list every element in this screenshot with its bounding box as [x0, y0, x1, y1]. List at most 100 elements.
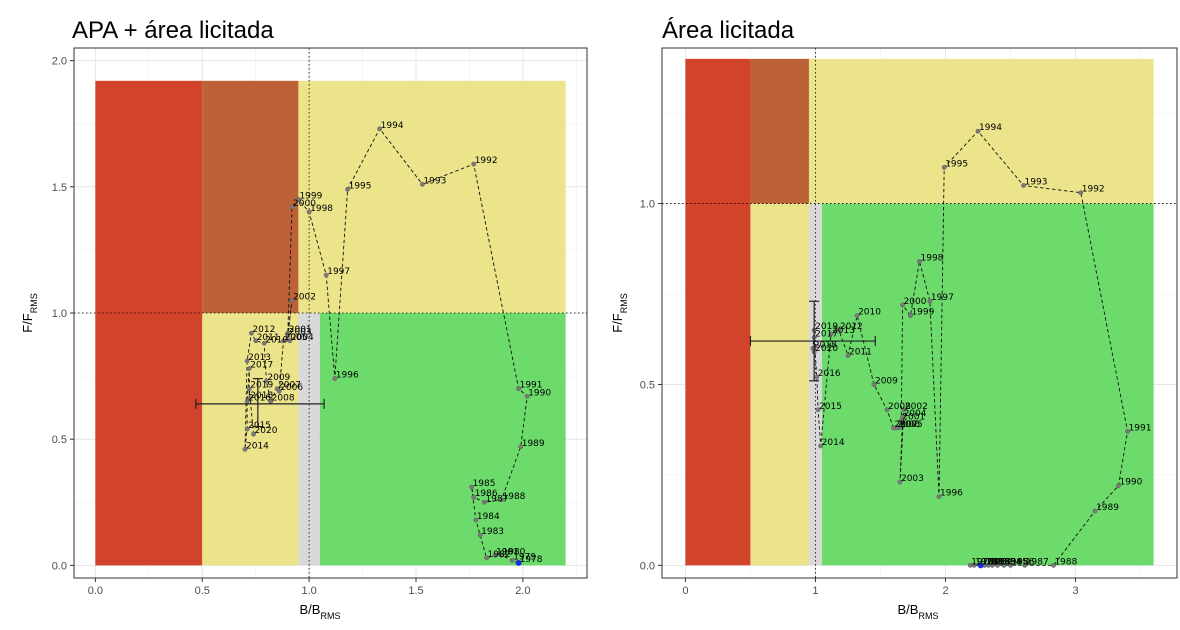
x-tick-label: 2.0: [515, 585, 530, 597]
year-label: 2009: [267, 373, 290, 383]
year-label: 2006: [897, 420, 920, 430]
axis-ticks: 0 1 2 3 0.0 0.5 1.0: [640, 199, 1079, 597]
year-label: 2011: [849, 348, 872, 358]
data-point: [471, 494, 477, 500]
year-label: 2013: [832, 326, 855, 336]
year-label: 2020: [815, 344, 838, 354]
x-axis-title: B/BRMS: [300, 602, 341, 621]
data-point: [995, 562, 1000, 568]
year-label: 1982: [989, 557, 1012, 567]
data-point: [897, 479, 903, 485]
data-point: [828, 331, 834, 337]
data-point: [1092, 508, 1098, 514]
year-label: 2011: [257, 333, 280, 343]
data-point: [287, 338, 293, 344]
data-point: [246, 366, 252, 371]
data-point: [845, 353, 851, 358]
data-point: [289, 204, 295, 210]
data-point: [854, 313, 860, 319]
data-point: [261, 340, 267, 346]
year-label: 2017: [815, 329, 838, 339]
data-point: [836, 327, 842, 333]
year-label: 2004: [291, 333, 314, 343]
year-label: 1996: [940, 489, 963, 499]
zone-rect: [821, 203, 1154, 566]
start-point-marker: [977, 562, 984, 569]
y-axis-title: F/FRMS: [20, 293, 39, 333]
zone-rect: [750, 58, 809, 204]
data-point: [244, 358, 250, 364]
year-label: 2020: [255, 426, 278, 436]
year-label: 1980: [503, 547, 526, 557]
zone-rect: [750, 203, 809, 566]
y-tick-label: 1.5: [52, 182, 67, 194]
year-label: 2002: [293, 292, 316, 302]
year-label: 2015: [819, 402, 842, 412]
right-panel: Área licitada 1978 1979 1980 1981 1982 1983 198…: [590, 0, 1180, 630]
plot-border: [661, 47, 1178, 579]
year-label: 2003: [289, 328, 312, 338]
year-label: 1999: [911, 308, 934, 318]
year-label: 1986: [475, 489, 498, 499]
year-label: 1994: [979, 123, 1002, 133]
year-label: 1981: [496, 547, 519, 557]
x-tick-label: 0.0: [88, 585, 103, 597]
y-tick-label: 0.0: [52, 560, 67, 572]
left-chart: APA + área licitada197819791980198119821…: [20, 17, 588, 621]
year-label: 2002: [905, 402, 928, 412]
data-point: [332, 376, 338, 382]
year-label: 2004: [904, 409, 927, 419]
year-label: 2005: [284, 333, 307, 343]
year-label: 1994: [381, 121, 404, 131]
year-label: 2001: [902, 413, 925, 423]
year-label: 2017: [250, 361, 273, 371]
y-tick-label: 0.0: [640, 560, 655, 572]
year-label: 1987: [485, 494, 508, 504]
data-point: [917, 259, 922, 264]
chart-title: Área licitada: [662, 17, 795, 44]
zone-rect: [202, 313, 299, 566]
data-point: [242, 446, 248, 452]
data-point: [246, 396, 252, 402]
x-tick-label: 2: [942, 585, 948, 597]
data-point: [251, 431, 256, 437]
year-label: 2016: [248, 393, 271, 403]
data-point: [499, 552, 504, 558]
year-label: 1983: [481, 527, 504, 537]
data-point: [1022, 562, 1028, 568]
data-point: [499, 497, 504, 503]
year-label: 1988: [1054, 557, 1077, 567]
data-point: [492, 552, 498, 558]
data-point: [936, 494, 942, 500]
year-label: 2014: [822, 438, 845, 448]
data-point: [484, 555, 489, 561]
year-label: 2019: [250, 381, 273, 391]
year-label: 2008: [272, 393, 295, 403]
data-point: [420, 181, 425, 187]
data-point: [471, 161, 477, 167]
y-tick-label: 2.0: [52, 56, 67, 68]
data-point: [306, 209, 312, 215]
x-tick-label: 1.5: [408, 585, 423, 597]
year-label: 1984: [477, 512, 500, 522]
year-label: 2001: [289, 325, 312, 335]
year-label: 2007: [278, 381, 301, 391]
year-label: 2000: [293, 199, 316, 209]
data-point: [473, 517, 479, 523]
data-point: [900, 414, 905, 420]
zone-rect: [95, 80, 203, 566]
year-label: 1995: [349, 181, 372, 191]
year-label: 1992: [475, 156, 498, 166]
data-point: [927, 298, 933, 304]
data-point: [884, 407, 890, 413]
year-label: 1991: [520, 381, 543, 391]
year-label: 1979: [513, 552, 536, 562]
x-tick-label: 3: [1072, 585, 1078, 597]
data-point: [1125, 429, 1130, 434]
data-point: [1078, 190, 1084, 196]
zone-rect: [202, 80, 299, 313]
year-label: 1982: [488, 550, 511, 560]
year-label: 1989: [1096, 503, 1119, 513]
year-label: 1987: [1026, 557, 1049, 567]
y-tick-label: 1.0: [52, 308, 67, 320]
